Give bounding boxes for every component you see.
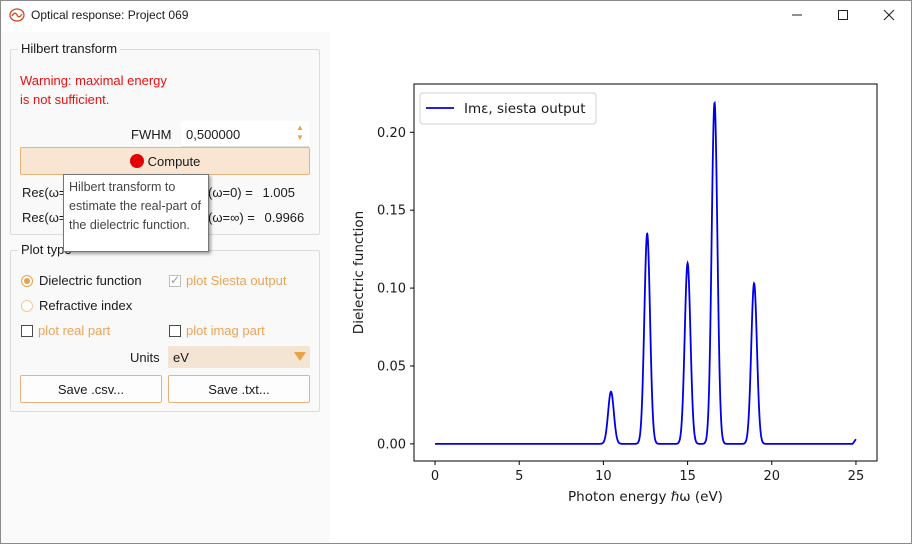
- checkbox-real-label[interactable]: plot real part: [38, 323, 111, 338]
- controls-panel: Hilbert transform Warning: maximal energ…: [0, 32, 330, 544]
- warning-line-2: is not sufficient.: [20, 92, 110, 107]
- checkbox-siesta-label[interactable]: plot Siesta output: [186, 273, 287, 288]
- x-tick-label: 0: [431, 469, 439, 484]
- spin-arrows[interactable]: ▲ ▼: [295, 123, 305, 145]
- maximize-button[interactable]: [820, 0, 866, 30]
- hilbert-group: Hilbert transform Warning: maximal energ…: [10, 41, 320, 235]
- result-1-suffix: (ω=0) =: [208, 185, 253, 200]
- hilbert-group-title: Hilbert transform: [18, 41, 121, 56]
- status-dot-icon: [129, 154, 144, 168]
- compute-button[interactable]: Compute: [20, 147, 310, 175]
- plot-legend: Imε, siesta output: [419, 92, 597, 125]
- title-bar: Optical response: Project 069: [0, 0, 912, 32]
- result-row-1: Reε(ω=: [22, 185, 66, 200]
- result-1-value: 1.005: [262, 185, 296, 200]
- spin-down-icon[interactable]: ▼: [296, 133, 304, 142]
- x-tick-label: 25: [848, 469, 865, 484]
- plot-type-group-title: Plot type: [18, 242, 75, 257]
- compute-label: Compute: [147, 153, 201, 169]
- legend-box: [419, 92, 597, 125]
- window-title: Optical response: Project 069: [31, 8, 189, 22]
- result-1-prefix: Reε(ω=: [22, 185, 67, 200]
- save-csv-label: Save .csv...: [57, 381, 125, 397]
- y-axis-ticks: 0.00 0.05 0.10 0.15 0.20: [377, 126, 414, 452]
- legend-label: Imε, siesta output: [464, 101, 586, 117]
- result-2-value: 0.9966: [264, 210, 305, 225]
- radio-dielectric-label[interactable]: Dielectric function: [39, 273, 142, 288]
- result-2-prefix: Reε(ω=: [22, 210, 67, 225]
- x-axis-ticks: 0 5 10 15 20 25: [431, 461, 864, 484]
- close-icon: [883, 9, 895, 21]
- result-row-1-right: (ω=0) = 1.005: [208, 185, 295, 200]
- app-icon: [9, 8, 25, 22]
- fwhm-value: 0,500000: [186, 127, 241, 142]
- minimize-button[interactable]: [774, 0, 820, 30]
- spin-up-icon[interactable]: ▲: [296, 123, 304, 132]
- maximize-icon: [838, 10, 848, 20]
- x-tick-label: 20: [763, 469, 780, 484]
- save-txt-button[interactable]: Save .txt...: [168, 375, 310, 403]
- checkbox-siesta[interactable]: [169, 273, 181, 287]
- result-row-2: Reε(ω=: [22, 210, 66, 225]
- units-label: Units: [130, 350, 160, 365]
- warning-message: Warning: maximal energy is not sufficien…: [20, 71, 167, 109]
- warning-line-1: Warning: maximal energy: [20, 73, 167, 88]
- minimize-icon: [792, 14, 802, 16]
- units-select[interactable]: eV: [168, 346, 310, 368]
- x-tick-label: 10: [595, 469, 612, 484]
- close-button[interactable]: [866, 0, 912, 30]
- fwhm-label: FWHM: [131, 127, 172, 142]
- checkbox-real[interactable]: [21, 325, 33, 337]
- save-csv-button[interactable]: Save .csv...: [20, 375, 162, 403]
- radio-refractive[interactable]: [21, 300, 33, 312]
- series-line-im-epsilon: [435, 100, 857, 445]
- save-txt-label: Save .txt...: [208, 381, 270, 397]
- y-tick-label: 0.20: [377, 126, 406, 141]
- y-tick-label: 0.10: [377, 282, 406, 297]
- y-axis-label: Dielectric function: [351, 211, 367, 334]
- radio-refractive-label[interactable]: Refractive index: [39, 298, 133, 313]
- units-value: eV: [173, 350, 189, 365]
- result-row-2-right: (ω=∞) = 0.9966: [208, 210, 304, 225]
- checkbox-imag[interactable]: [169, 325, 181, 337]
- dropdown-arrow-icon[interactable]: [294, 352, 306, 361]
- x-tick-label: 5: [515, 469, 523, 484]
- y-tick-label: 0.15: [377, 204, 406, 219]
- radio-dielectric[interactable]: [21, 275, 33, 287]
- checkbox-imag-label[interactable]: plot imag part: [186, 323, 265, 338]
- y-tick-label: 0.05: [377, 359, 406, 374]
- x-tick-label: 15: [679, 469, 696, 484]
- result-2-suffix: (ω=∞) =: [208, 210, 255, 225]
- y-tick-label: 0.00: [377, 437, 406, 452]
- x-axis-label: Photon energy ℏω (eV): [568, 489, 723, 505]
- plot-axes-frame: [413, 83, 878, 462]
- fwhm-spinbox[interactable]: 0,500000 ▲ ▼: [181, 121, 309, 147]
- plot-type-group: Plot type Dielectric function Refractive…: [10, 242, 320, 412]
- compute-tooltip: Hilbert transform to estimate the real-p…: [63, 174, 209, 252]
